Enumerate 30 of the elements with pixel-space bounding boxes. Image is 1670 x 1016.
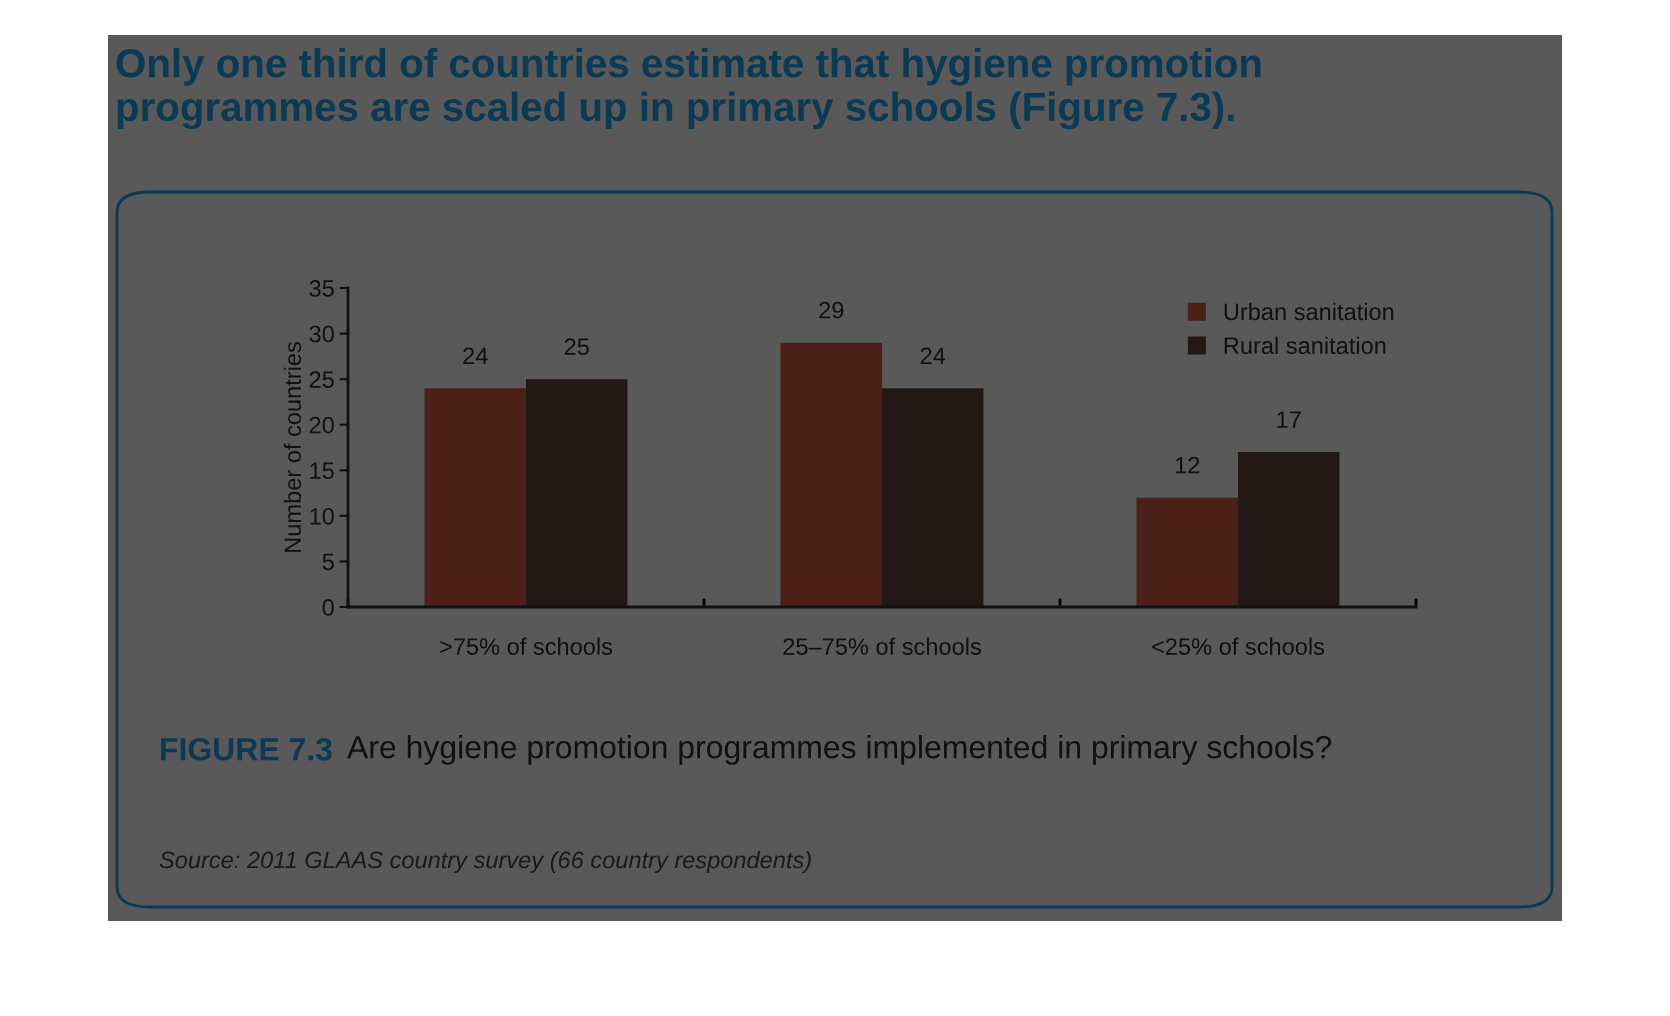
x-tick-label: 25–75% of schools [783,637,981,655]
bar [526,379,628,607]
x-tick-label: <25% of schools [1152,637,1325,655]
data-label: 24 [463,347,488,364]
bar [424,388,526,607]
y-tick-label: 30 [309,325,334,343]
y-tick-label: 35 [309,280,334,297]
y-tick-label: 20 [309,416,334,434]
caption: FIGURE 7.3 [161,737,332,761]
x-tick-label: >75% of schools [440,637,613,655]
source-note: Source: 2011 GLAAS country survey (66 country respondents) [159,850,811,874]
chart-title: Only one third of countries estimate that hygiene promotion programmes are scaled up in primary schools (Figure 7.3). [116,48,1261,130]
y-tick-label: 25 [309,371,334,388]
data-label: 29 [819,301,844,319]
bar [780,342,882,607]
y-tick-label: 0 [322,599,334,616]
bar [1238,452,1340,607]
bar [1136,497,1238,607]
bar [882,388,984,607]
y-tick-label: 15 [310,462,334,480]
data-label: 12 [1175,456,1200,474]
data-label: 25 [564,338,589,356]
legend-label: Urban sanitation [1224,302,1394,321]
data-label: 17 [1277,411,1301,428]
data-label: 24 [920,347,946,364]
y-tick-label: 10 [310,507,334,525]
y-axis-title: Number of countries [283,342,302,552]
y-tick-label: 5 [322,553,334,571]
legend-label: Rural sanitation [1224,336,1386,355]
text: Are hygiene promotion programmes implemented in primary schools? [347,735,1332,765]
